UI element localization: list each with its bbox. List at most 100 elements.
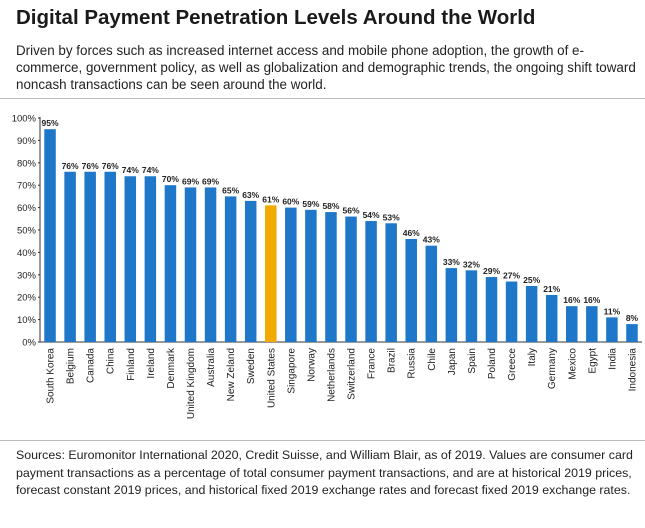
bar (425, 245, 438, 342)
data-label: 58% (322, 201, 339, 211)
data-label: 74% (142, 165, 159, 175)
y-tick-label: 40% (17, 248, 37, 259)
data-label: 76% (102, 161, 119, 171)
x-tick-label: China (106, 348, 117, 375)
bar (545, 294, 558, 342)
data-label: 33% (443, 257, 460, 267)
x-tick-label: New Zeland (226, 348, 237, 401)
bar (84, 171, 96, 342)
y-tick-label: 0% (22, 338, 36, 349)
top-divider (0, 98, 645, 99)
x-tick-label: Finland (126, 348, 137, 381)
data-label: 74% (122, 165, 139, 175)
bar (64, 171, 76, 342)
sources-note: Sources: Euromonitor International 2020,… (16, 448, 633, 497)
bar (465, 270, 478, 342)
x-tick-label: Norway (306, 348, 317, 382)
data-label: 69% (182, 176, 199, 186)
x-tick-label: Australia (206, 348, 217, 387)
data-label: 25% (523, 275, 540, 285)
x-axis-labels: South Korea Belgium Canada China Finland Irel… (46, 347, 639, 419)
bar (44, 129, 56, 342)
x-tick-label: Spain (467, 348, 478, 374)
bar (184, 187, 197, 342)
x-tick-label: Belgium (66, 348, 77, 384)
x-tick-label: South Korea (46, 348, 57, 404)
bar (144, 176, 157, 342)
data-label: 53% (383, 212, 400, 222)
y-tick-label: 50% (17, 226, 37, 237)
y-tick-label: 60% (17, 203, 37, 214)
data-label: 76% (82, 161, 99, 171)
y-axis: 0% 10% 20% 30% 40% 50% 60% 70% 80% 90% 100% (12, 114, 642, 349)
data-label: 21% (543, 284, 560, 294)
bar (285, 207, 297, 342)
bar (586, 306, 598, 342)
data-label: 43% (423, 235, 440, 245)
x-tick-label: Switzerland (347, 348, 358, 400)
bar (224, 196, 237, 342)
x-tick-label: Germany (547, 348, 558, 389)
bar (345, 216, 357, 342)
data-label: 27% (503, 271, 520, 281)
data-label: 59% (302, 199, 319, 209)
y-tick-label: 80% (17, 158, 37, 169)
chart-subtitle: Driven by forces such as increased inter… (16, 43, 636, 92)
data-label: 16% (563, 295, 580, 305)
bar (525, 286, 538, 342)
bar (204, 187, 217, 342)
data-label: 95% (42, 118, 59, 128)
chart-title: Digital Payment Penetration Levels Aroun… (16, 6, 536, 29)
x-tick-label: Russia (407, 348, 418, 379)
data-label: 16% (583, 295, 600, 305)
bar (626, 324, 638, 342)
y-tick-label: 100% (12, 114, 37, 125)
data-label: 69% (202, 176, 219, 186)
x-tick-label: France (367, 348, 378, 380)
bottom-divider (0, 440, 645, 441)
x-tick-label: Denmark (166, 347, 177, 389)
x-tick-label: India (607, 348, 618, 370)
x-tick-label: Chile (427, 348, 438, 371)
data-label: 61% (262, 194, 279, 204)
x-tick-label: Netherlands (326, 348, 337, 402)
data-label: 54% (363, 210, 380, 220)
bar (485, 277, 498, 342)
x-tick-label: Indonesia (627, 348, 638, 392)
bar (164, 185, 177, 342)
bar (405, 238, 417, 342)
data-label: 76% (62, 161, 79, 171)
data-label: 29% (483, 266, 500, 276)
data-label: 70% (162, 174, 179, 184)
bar (385, 223, 397, 342)
bar (124, 176, 137, 342)
bar (325, 212, 337, 342)
x-tick-label: Greece (507, 348, 518, 381)
bars (44, 129, 638, 342)
bar (104, 171, 116, 342)
x-tick-label: Japan (447, 348, 458, 375)
data-label: 32% (463, 259, 480, 269)
x-tick-label: Brazil (387, 348, 398, 373)
bar (265, 205, 277, 342)
bar (606, 317, 618, 342)
bar (505, 281, 518, 342)
x-tick-label: Canada (86, 348, 97, 383)
x-tick-label: Singapore (286, 348, 297, 394)
x-tick-label: Sweden (246, 348, 257, 384)
x-tick-label: Egypt (587, 348, 598, 374)
y-tick-label: 20% (17, 293, 37, 304)
bar (566, 306, 578, 342)
data-label: 63% (242, 190, 259, 200)
y-tick-label: 10% (17, 315, 37, 326)
data-label: 8% (626, 313, 639, 323)
bar-chart: 0% 10% 20% 30% 40% 50% 60% 70% 80% 90% 100% 95% 76%… (12, 114, 642, 419)
x-tick-label: United States (266, 348, 277, 408)
bar (445, 268, 458, 342)
y-tick-label: 70% (17, 181, 37, 192)
bar (244, 200, 257, 342)
data-label: 56% (343, 206, 360, 216)
data-label: 46% (403, 228, 420, 238)
data-label: 65% (222, 185, 239, 195)
x-tick-label: Mexico (567, 348, 578, 380)
